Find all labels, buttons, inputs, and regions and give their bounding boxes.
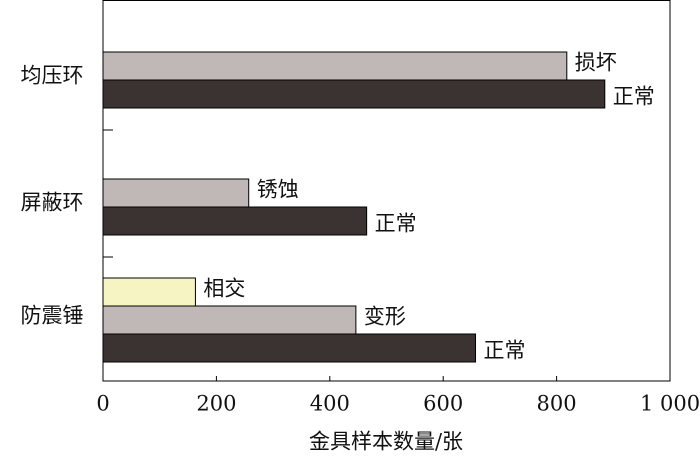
bar-label: 正常 xyxy=(375,212,417,236)
x-tick-label: 400 xyxy=(310,392,350,416)
category-label: 屏蔽环 xyxy=(21,191,84,215)
bar xyxy=(102,333,477,363)
x-axis-label: 金具样本数量/张 xyxy=(309,430,463,454)
x-tick-label: 200 xyxy=(196,392,236,416)
bar xyxy=(102,206,368,236)
bar xyxy=(102,305,357,335)
x-tick-label: 800 xyxy=(537,392,577,416)
category-label: 均压环 xyxy=(21,64,84,88)
x-tick-label: 600 xyxy=(423,392,463,416)
bar xyxy=(102,79,606,109)
x-tick-label: 1 000 xyxy=(640,392,700,416)
bar xyxy=(102,277,196,307)
bar xyxy=(102,178,250,208)
bar xyxy=(102,51,568,81)
x-tick-label: 0 xyxy=(96,392,109,416)
bar-label: 正常 xyxy=(484,339,526,363)
bar-label: 正常 xyxy=(613,85,655,109)
bar-label: 变形 xyxy=(364,305,406,329)
bar-label: 相交 xyxy=(203,277,245,301)
bar-label: 损坏 xyxy=(575,51,617,75)
bar-label: 锈蚀 xyxy=(257,178,299,202)
category-label: 防震锤 xyxy=(21,304,84,328)
